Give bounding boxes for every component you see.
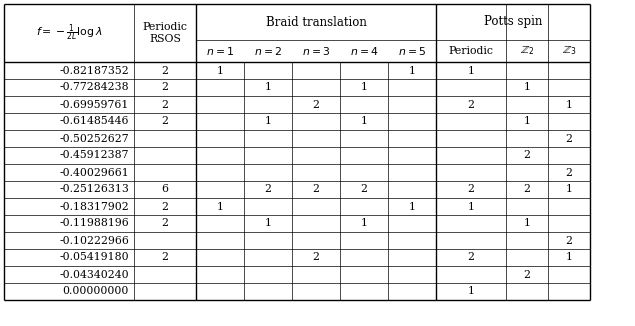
Text: -0.04340240: -0.04340240 [60,270,129,279]
Text: $n = 1$: $n = 1$ [206,45,234,57]
Text: 1: 1 [265,218,272,229]
Text: 1: 1 [467,201,474,212]
Text: 0.00000000: 0.00000000 [63,287,129,297]
Text: -0.40029661: -0.40029661 [59,168,129,177]
Text: 2: 2 [361,185,368,195]
Text: 1: 1 [361,218,368,229]
Text: 2: 2 [467,99,474,110]
Text: 2: 2 [161,116,168,126]
Text: Periodic: Periodic [448,46,493,56]
Text: 1: 1 [467,287,474,297]
Text: 2: 2 [523,151,530,160]
Text: 2: 2 [161,253,168,262]
Text: 2: 2 [523,270,530,279]
Text: 1: 1 [408,66,415,76]
Text: 1: 1 [265,82,272,93]
Text: 1: 1 [361,116,368,126]
Text: 2: 2 [566,235,573,245]
Text: 2: 2 [566,168,573,177]
Text: -0.82187352: -0.82187352 [59,66,129,76]
Text: $\mathbb{Z}_2$: $\mathbb{Z}_2$ [520,45,534,57]
Text: -0.45912387: -0.45912387 [60,151,129,160]
Text: 2: 2 [467,253,474,262]
Text: $n = 4$: $n = 4$ [350,45,378,57]
Text: 2: 2 [312,185,319,195]
Text: $n = 5$: $n = 5$ [398,45,426,57]
Text: -0.77284238: -0.77284238 [60,82,129,93]
Text: 2: 2 [312,99,319,110]
Text: 1: 1 [361,82,368,93]
Text: -0.50252627: -0.50252627 [60,134,129,143]
Text: 1: 1 [217,66,224,76]
Text: 1: 1 [467,66,474,76]
Text: 2: 2 [161,201,168,212]
Text: -0.61485446: -0.61485446 [60,116,129,126]
Text: -0.05419180: -0.05419180 [60,253,129,262]
Text: 2: 2 [566,134,573,143]
Text: 2: 2 [161,66,168,76]
Text: 1: 1 [523,82,530,93]
Text: 1: 1 [265,116,272,126]
Text: 2: 2 [467,185,474,195]
Text: $n = 2$: $n = 2$ [254,45,282,57]
Text: -0.11988196: -0.11988196 [59,218,129,229]
Text: -0.25126313: -0.25126313 [59,185,129,195]
Text: Periodic
RSOS: Periodic RSOS [143,22,187,44]
Text: 1: 1 [217,201,224,212]
Text: Potts spin: Potts spin [484,16,542,28]
Text: 2: 2 [161,218,168,229]
Text: 1: 1 [566,99,573,110]
Text: $\mathbb{Z}_3$: $\mathbb{Z}_3$ [562,45,576,57]
Text: 2: 2 [161,99,168,110]
Text: Braid translation: Braid translation [265,16,366,28]
Text: 1: 1 [566,253,573,262]
Text: 2: 2 [161,82,168,93]
Text: -0.18317902: -0.18317902 [59,201,129,212]
Text: -0.69959761: -0.69959761 [60,99,129,110]
Text: -0.10222966: -0.10222966 [59,235,129,245]
Text: 1: 1 [523,116,530,126]
Text: 1: 1 [523,218,530,229]
Text: 1: 1 [566,185,573,195]
Text: 2: 2 [523,185,530,195]
Text: 6: 6 [161,185,168,195]
Text: 2: 2 [265,185,272,195]
Text: $f = -\frac{1}{2L}\log\lambda$: $f = -\frac{1}{2L}\log\lambda$ [36,22,102,44]
Text: 1: 1 [408,201,415,212]
Text: 2: 2 [312,253,319,262]
Text: $n = 3$: $n = 3$ [302,45,330,57]
